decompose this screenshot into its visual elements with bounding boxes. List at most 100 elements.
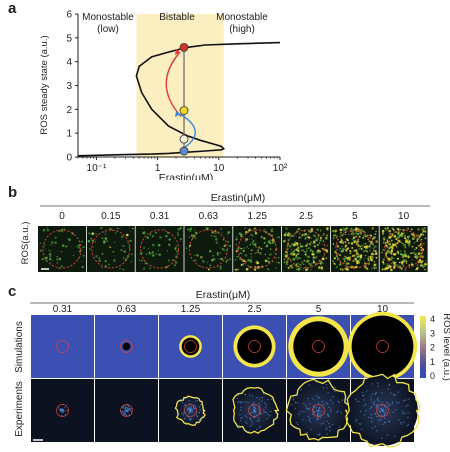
cell-speckle (400, 421, 402, 424)
ros-speckle (344, 241, 347, 243)
cell-speckle (376, 382, 379, 384)
cell-speckle (362, 394, 364, 397)
ros-speckle (375, 256, 378, 259)
ros-speckle (385, 228, 388, 232)
cell-speckle (127, 411, 129, 413)
ros-speckle (242, 263, 244, 265)
ros-speckle (296, 268, 298, 270)
cell-speckle (408, 398, 410, 400)
ros-speckle (364, 242, 367, 245)
cell-speckle (376, 404, 378, 406)
ros-speckle (384, 244, 388, 247)
concentration-label-c: 0.31 (53, 304, 73, 315)
cell-speckle (267, 413, 270, 416)
cell-speckle (128, 405, 130, 407)
ros-speckle (82, 254, 85, 257)
ros-speckle (356, 242, 359, 246)
ros-speckle (255, 252, 257, 254)
cell-speckle (378, 400, 380, 402)
ros-speckle (374, 263, 377, 266)
cell-speckle (315, 381, 317, 383)
ros-speckle (146, 236, 149, 239)
ros-speckle (215, 241, 219, 244)
concentration-label-b: 0.31 (150, 211, 170, 222)
ros-speckle (336, 249, 338, 251)
ros-speckle (275, 267, 277, 269)
ros-speckle (145, 253, 148, 255)
ros-speckle (286, 257, 290, 261)
ros-speckle (306, 242, 309, 245)
cell-speckle (370, 399, 372, 401)
cell-speckle (376, 399, 378, 401)
ros-speckle (285, 265, 287, 267)
cell-speckle (63, 407, 66, 409)
ros-speckle (383, 238, 385, 241)
ros-speckle (417, 228, 420, 231)
cell-speckle (192, 406, 195, 408)
cell-speckle (374, 393, 376, 396)
initial-colony-outline (184, 340, 197, 353)
ros-speckle (348, 256, 352, 259)
cell-speckle (374, 426, 376, 428)
ros-speckle (343, 241, 345, 243)
ros-speckle (359, 261, 361, 263)
ros-speckle (373, 236, 376, 239)
ros-speckle (417, 264, 419, 266)
cell-speckle (126, 409, 129, 411)
cell-speckle (244, 393, 246, 396)
ros-speckle (366, 267, 369, 270)
cell-speckle (384, 422, 386, 424)
cell-speckle (121, 412, 124, 414)
cell-speckle (372, 401, 374, 404)
cell-speckle (199, 409, 201, 411)
arrowhead (175, 49, 181, 56)
ros-speckle (259, 252, 262, 255)
ros-speckle (46, 228, 50, 232)
cell-speckle (361, 428, 363, 430)
ros-speckle (77, 244, 81, 247)
ros-speckle (302, 263, 305, 266)
ros-speckle (364, 235, 367, 238)
cell-speckle (313, 412, 316, 414)
ros-speckle (194, 254, 196, 256)
ros-speckle (320, 230, 322, 232)
ros-speckle (308, 247, 310, 249)
ros-speckle (119, 227, 121, 230)
cell-speckle (322, 403, 325, 406)
ros-speckle (283, 239, 286, 243)
ros-speckle (312, 250, 314, 252)
ros-speckle (403, 232, 405, 234)
cell-speckle (386, 434, 389, 436)
ros-speckle (293, 244, 296, 247)
cell-speckle (269, 415, 271, 417)
ros-speckle (263, 228, 266, 231)
cell-speckle (338, 426, 341, 428)
ros-speckle (242, 249, 245, 253)
ros-speckle (396, 228, 398, 230)
cell-speckle (125, 409, 127, 411)
ros-speckle (76, 246, 78, 248)
ros-speckle (381, 261, 385, 264)
ros-speckle (223, 249, 225, 251)
ros-speckle (166, 250, 169, 252)
ros-speckle (246, 246, 249, 248)
ros-speckle (163, 228, 165, 230)
ros-speckle (248, 239, 250, 241)
cell-speckle (332, 395, 334, 398)
ros-speckle (391, 239, 393, 242)
ros-speckle (385, 254, 387, 257)
ros-speckle (402, 265, 405, 267)
cell-speckle (199, 420, 201, 422)
ros-speckle (227, 240, 230, 243)
cell-speckle (391, 403, 393, 405)
ros-speckle (126, 233, 129, 237)
ros-speckle (284, 253, 287, 256)
ros-speckle (346, 268, 349, 271)
ros-speckle (87, 240, 91, 243)
ros-speckle (344, 233, 347, 236)
ros-speckle (190, 234, 194, 237)
ros-speckle (388, 240, 391, 243)
cell-speckle (366, 390, 368, 392)
ros-speckle (267, 268, 270, 271)
ros-speckle (56, 258, 59, 261)
